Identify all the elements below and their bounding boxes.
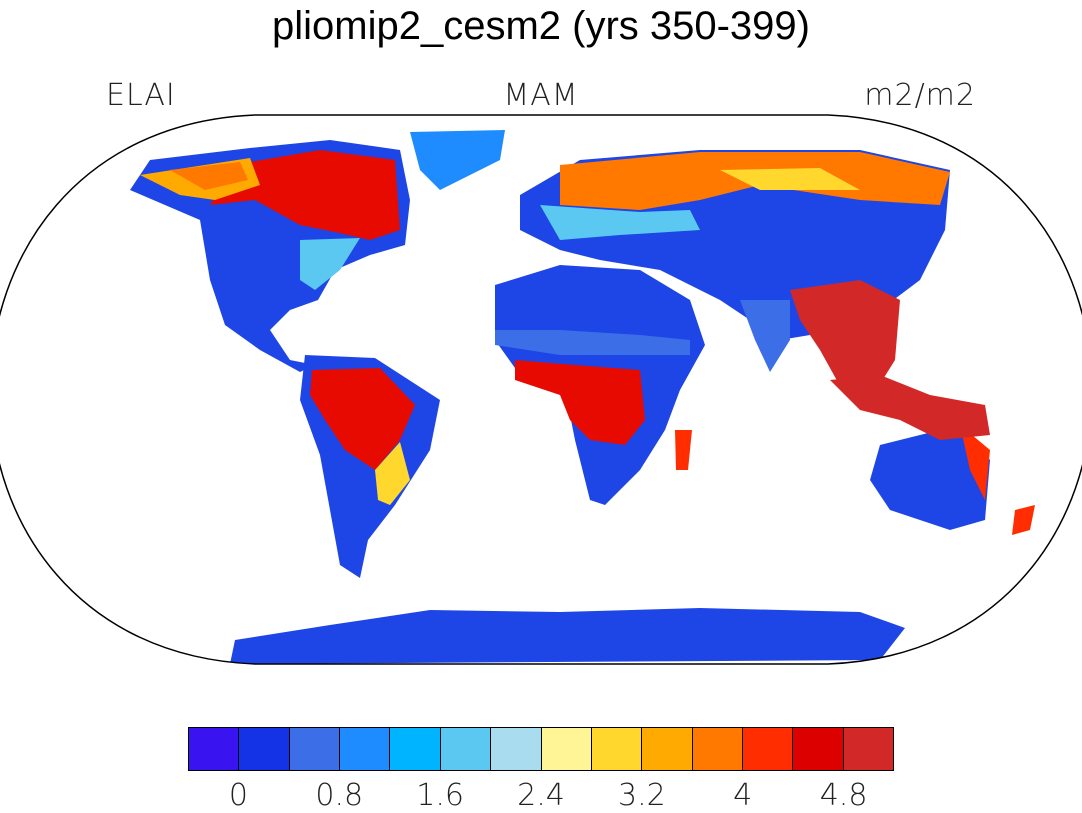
colorbar-box-3	[340, 728, 391, 770]
greenland	[410, 130, 505, 190]
colorbar-tick-label: 4	[733, 778, 753, 813]
colorbar-tick-label: 4.8	[819, 778, 868, 813]
sahel	[495, 330, 690, 355]
colorbar-box-8	[591, 728, 643, 770]
colorbar-box-6	[491, 728, 542, 770]
amazon-forest	[310, 368, 415, 470]
alaska-forest	[170, 162, 248, 190]
colorbar-box-7	[541, 728, 592, 770]
units-label: m2/m2	[864, 78, 976, 113]
southeast-asia-forest	[790, 280, 900, 400]
colorbar-box-10	[692, 728, 743, 770]
season-label: MAM	[503, 78, 579, 113]
colorbar-box-12	[793, 728, 844, 770]
india	[740, 300, 790, 372]
colorbar-tick-labels: 0 0.8 1.6 2.4 3.2 4 4.8	[0, 778, 1082, 813]
siberian-tundra	[720, 168, 860, 190]
colorbar	[188, 727, 894, 771]
maritime-continent	[830, 375, 990, 440]
madagascar	[675, 430, 692, 470]
colorbar-box-13	[843, 728, 894, 770]
colorbar-box-1	[239, 728, 290, 770]
colorbar-tick-label: 1.6	[416, 778, 464, 813]
colorbar-box-0	[189, 728, 240, 770]
east-us-forest	[300, 238, 360, 290]
colorbar-box-2	[289, 728, 341, 770]
colorbar-box-4	[390, 728, 441, 770]
colorbar-tick-label: 3.2	[617, 778, 666, 813]
map-title: pliomip2_cesm2 (yrs 350-399)	[271, 4, 810, 48]
globe-outline	[0, 114, 1082, 665]
antarctica	[230, 608, 905, 664]
colorbar-tick-label: 0.8	[315, 778, 364, 813]
colorbar-tick-label: 2.4	[517, 778, 565, 813]
australia	[870, 425, 990, 530]
australia-east-forest	[960, 425, 990, 500]
colorbar-tick-label: 0	[228, 778, 248, 813]
colorbar-box-9	[642, 728, 693, 770]
central-africa-forest	[515, 360, 645, 445]
south-america-savanna	[375, 442, 410, 505]
new-zealand	[1012, 505, 1035, 535]
europe-temperate	[540, 205, 700, 240]
colorbar-box-11	[742, 728, 794, 770]
colorbar-box-5	[440, 728, 492, 770]
land-field	[130, 130, 1035, 664]
variable-label: ELAI	[106, 78, 176, 113]
north-america-boreal-forest	[210, 150, 400, 240]
